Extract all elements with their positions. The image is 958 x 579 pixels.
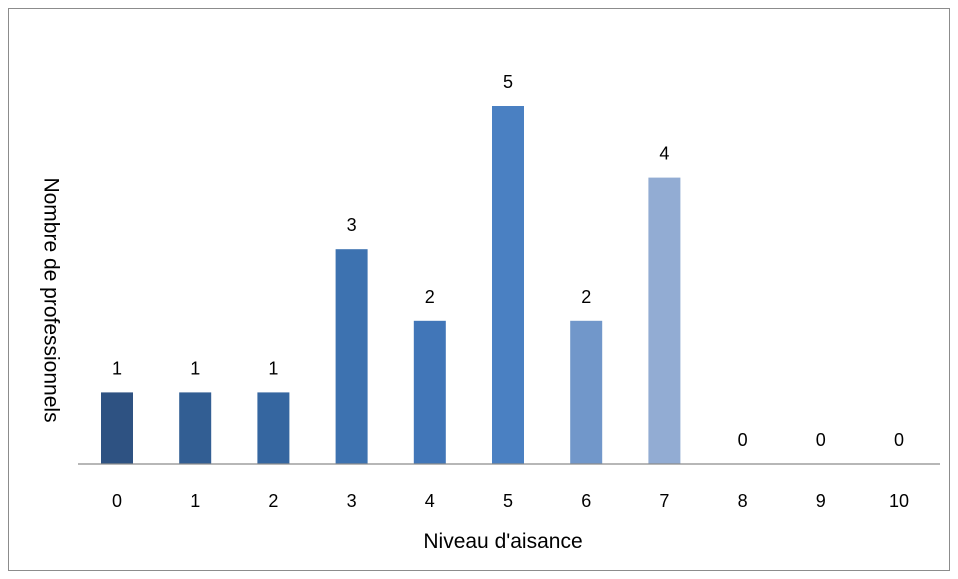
bar-5: [492, 106, 524, 464]
data-label-9: 0: [816, 430, 826, 450]
x-tick-label-3: 3: [347, 491, 357, 511]
x-tick-label-10: 10: [889, 491, 909, 511]
x-tick-label-6: 6: [581, 491, 591, 511]
bar-4: [413, 320, 446, 464]
bar-0: [101, 392, 133, 464]
bar-3: [335, 249, 368, 464]
bar-7: [648, 177, 681, 464]
chart-frame: [8, 8, 950, 571]
data-label-10: 0: [894, 430, 904, 450]
x-tick-label-5: 5: [503, 491, 513, 511]
bar-1: [179, 392, 212, 464]
data-label-6: 2: [581, 287, 591, 307]
data-label-7: 4: [659, 144, 669, 164]
x-tick-label-0: 0: [112, 491, 122, 511]
x-axis-title: Niveau d'aisance: [423, 530, 582, 553]
bar-6: [570, 320, 603, 464]
x-tick-label-2: 2: [268, 491, 278, 511]
data-labels-group: 1 1 1 3 2 5 2 4 0 0 0: [112, 72, 904, 450]
x-tick-label-1: 1: [190, 491, 200, 511]
data-label-0: 1: [112, 358, 122, 378]
y-axis-title: Nombre de professionnels: [40, 177, 63, 422]
bar-2: [257, 392, 290, 464]
data-label-8: 0: [738, 430, 748, 450]
x-tick-labels-group: 0 1 2 3 4 5 6 7 8 9 10: [112, 491, 909, 511]
bars-group: [101, 106, 681, 464]
data-label-2: 1: [268, 358, 278, 378]
data-label-1: 1: [190, 358, 200, 378]
x-tick-label-4: 4: [425, 491, 435, 511]
data-label-5: 5: [503, 72, 513, 92]
x-tick-label-9: 9: [816, 491, 826, 511]
x-tick-label-7: 7: [659, 491, 669, 511]
x-tick-label-8: 8: [738, 491, 748, 511]
data-label-4: 2: [425, 287, 435, 307]
data-label-3: 3: [347, 215, 357, 235]
